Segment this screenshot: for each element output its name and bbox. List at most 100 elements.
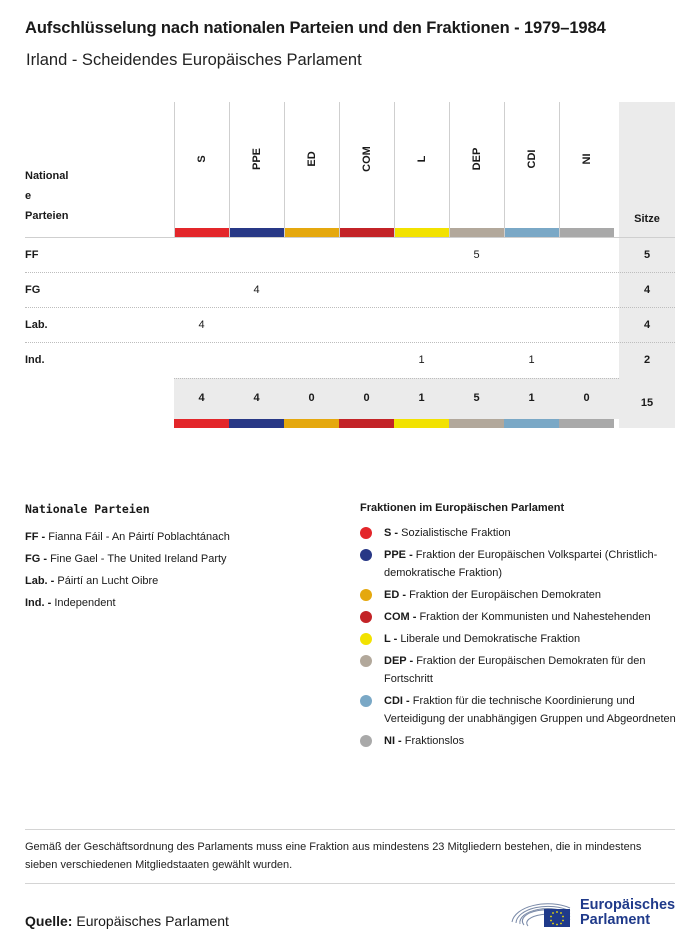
source-value: Europäisches Parlament — [76, 913, 229, 929]
source-label: Quelle: — [25, 913, 73, 929]
source-line: Quelle: Europäisches Parlament — [25, 913, 229, 929]
group-total: 0 — [363, 392, 370, 404]
legend-name: Liberale und Demokratische Fraktion — [400, 633, 581, 645]
legend-abbr: NI - — [384, 735, 402, 747]
legend-abbr: COM - — [384, 611, 417, 623]
group-total: 5 — [473, 392, 480, 404]
grand-total: 15 — [640, 397, 654, 409]
group-color-bar — [230, 228, 284, 237]
legend-abbr: S - — [384, 527, 399, 539]
national-parties-legend: Nationale Parteien FF - Fianna Fáil - An… — [25, 502, 345, 614]
row-total: 5 — [643, 249, 651, 261]
group-color-bar — [560, 228, 614, 237]
group-header: L — [416, 155, 428, 163]
party-name: FF — [25, 249, 39, 261]
group-header: ED — [306, 151, 318, 167]
legend-name: Fraktion für die technische Koordinierun… — [384, 695, 676, 725]
group-total: 0 — [308, 392, 315, 404]
group-column-cdi: CDI — [504, 102, 559, 237]
parliament-logo-icon — [511, 903, 571, 927]
national-legend-title: Nationale Parteien — [25, 502, 150, 516]
group-color-bar — [395, 228, 449, 237]
legend-name: Fraktion der Europäischen Demokraten für… — [384, 655, 646, 685]
group-color-bar — [285, 228, 339, 237]
group-color-bar — [450, 228, 504, 237]
group-color-bar — [339, 419, 394, 428]
page-subtitle: Irland - Scheidendes Europäisches Parlam… — [26, 51, 362, 69]
legend-name: Independent — [54, 597, 116, 609]
group-header: DEP — [471, 147, 483, 171]
row-total: 4 — [643, 284, 651, 296]
national-legend-item: FG - Fine Gael - The United Ireland Part… — [25, 548, 345, 570]
legend-abbr: Ind. - — [25, 597, 52, 609]
group-color-bar — [284, 419, 339, 428]
legend-abbr: FG - — [25, 553, 47, 565]
color-dot-icon — [360, 611, 372, 623]
row-total: 4 — [643, 319, 651, 331]
group-total: 4 — [253, 392, 260, 404]
group-color-bar — [229, 419, 284, 428]
group-header: NI — [581, 153, 593, 165]
logo-wordmark: Europäisches Parlament — [580, 897, 676, 928]
legend-abbr: Lab. - — [25, 575, 55, 587]
seat-cell: 5 — [473, 249, 480, 261]
seat-cell: 4 — [253, 284, 260, 296]
groups-legend: Fraktionen im Europäischen Parlament S -… — [360, 502, 680, 754]
group-color-bar — [505, 228, 559, 237]
group-legend-item: COM - Fraktion der Kommunisten und Nahes… — [360, 608, 680, 626]
national-legend-item: FF - Fianna Fáil - An Páirtí Poblachtána… — [25, 526, 345, 548]
group-column-com: COM — [339, 102, 394, 237]
seat-cell: 1 — [418, 354, 425, 366]
table-row: Ind. 1 1 2 — [25, 342, 675, 377]
group-legend-item: S - Sozialistische Fraktion — [360, 524, 680, 542]
group-total: 1 — [528, 392, 535, 404]
color-dot-icon — [360, 527, 372, 539]
legend-name: Fraktion der Europäischen Volkspartei (C… — [384, 549, 658, 579]
group-column-dep: DEP — [449, 102, 504, 237]
group-header: S — [196, 155, 208, 163]
group-legend-item: CDI - Fraktion für die technische Koordi… — [360, 692, 680, 728]
groups-legend-title: Fraktionen im Europäischen Parlament — [360, 502, 565, 514]
legend-name: Páirtí an Lucht Oibre — [57, 575, 159, 587]
group-header: PPE — [251, 147, 263, 171]
group-column-s: S — [174, 102, 229, 237]
group-legend-item: PPE - Fraktion der Europäischen Volkspar… — [360, 546, 680, 582]
color-dot-icon — [360, 589, 372, 601]
legend-name: Fine Gael - The United Ireland Party — [50, 553, 227, 565]
group-column-ppe: PPE — [229, 102, 284, 237]
group-color-bar — [559, 419, 614, 428]
row-total: 2 — [643, 354, 651, 366]
group-color-bar — [174, 419, 229, 428]
party-name: FG — [25, 284, 41, 296]
party-name: Ind. — [25, 354, 45, 366]
legend-abbr: FF - — [25, 531, 46, 543]
color-dot-icon — [360, 695, 372, 707]
totals-row-background — [174, 378, 619, 419]
legend-abbr: CDI - — [384, 695, 410, 707]
legend-name: Fraktion der Europäischen Demokraten — [409, 589, 602, 601]
group-color-bar — [449, 419, 504, 428]
seat-cell: 1 — [528, 354, 535, 366]
group-total: 4 — [198, 392, 205, 404]
group-total: 0 — [583, 392, 590, 404]
group-total: 1 — [418, 392, 425, 404]
national-legend-item: Lab. - Páirtí an Lucht Oibre — [25, 570, 345, 592]
group-legend-item: NI - Fraktionslos — [360, 732, 680, 750]
table-row: FG 4 4 — [25, 272, 675, 307]
group-legend-item: DEP - Fraktion der Europäischen Demokrat… — [360, 652, 680, 688]
seats-column-background — [619, 102, 675, 428]
legend-name: Sozialistische Fraktion — [401, 527, 511, 539]
legend-abbr: PPE - — [384, 549, 413, 561]
group-column-l: L — [394, 102, 449, 237]
group-column-ni: NI — [559, 102, 614, 237]
party-name: Lab. — [25, 319, 48, 331]
legend-abbr: DEP - — [384, 655, 414, 667]
color-dot-icon — [360, 735, 372, 747]
color-dot-icon — [360, 633, 372, 645]
seats-header: Sitze — [634, 213, 660, 225]
group-color-bar — [394, 419, 449, 428]
table-row: Lab. 4 4 — [25, 307, 675, 342]
row-header-label: National e Parteien — [25, 170, 69, 222]
national-legend-item: Ind. - Independent — [25, 592, 345, 614]
seat-cell: 4 — [198, 319, 205, 331]
